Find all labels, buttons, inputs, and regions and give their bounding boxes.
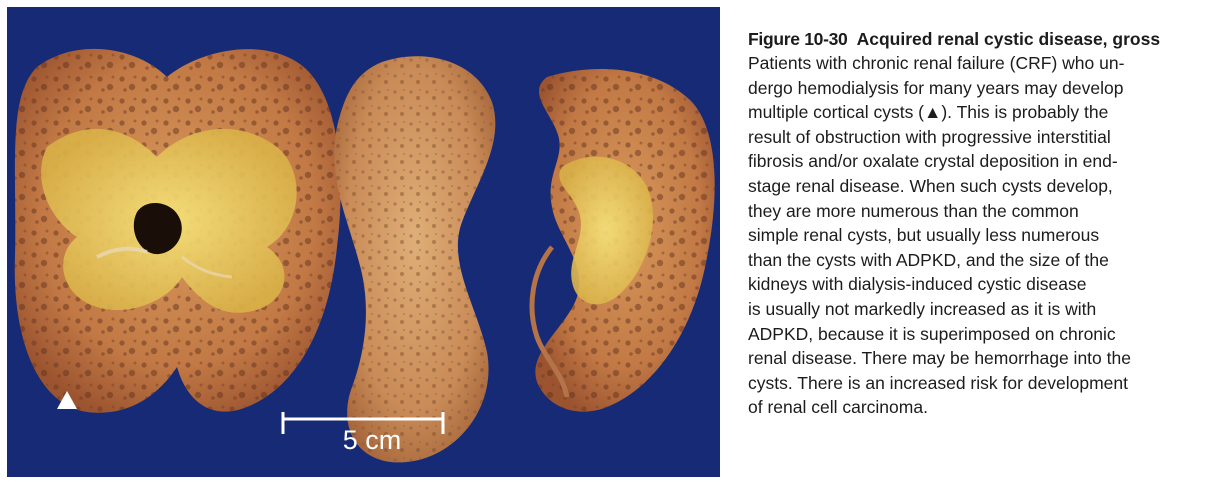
caption-line: renal disease. There may be hemorrhage i…	[748, 348, 1131, 369]
caption-line: kidneys with dialysis-induced cystic dis…	[748, 274, 1087, 295]
figure-caption: Figure 10-30 Acquired renal cystic disea…	[748, 28, 1204, 420]
caption-line: of renal cell carcinoma.	[748, 397, 928, 418]
scale-bar-label: 5 cm	[342, 425, 402, 455]
caption-line: fibrosis and/or oxalate crystal depositi…	[748, 151, 1118, 172]
caption-line: stage renal disease. When such cysts dev…	[748, 175, 1113, 196]
middle-kidney	[334, 56, 496, 463]
caption-line: simple renal cysts, but usually less num…	[748, 225, 1100, 246]
caption-line: multiple cortical cysts (▲). This is pro…	[748, 102, 1109, 123]
figure-number: Figure 10-30	[748, 29, 848, 49]
caption-line: cysts. There is an increased risk for de…	[748, 372, 1128, 393]
caption-line: dergo hemodialysis for many years may de…	[748, 77, 1124, 98]
caption-line: Patients with chronic renal failure (CRF…	[748, 53, 1125, 73]
caption-line: result of obstruction with progressive i…	[748, 126, 1111, 147]
scale-bar	[281, 412, 445, 434]
caption-line: than the cysts with ADPKD, and the size …	[748, 249, 1109, 270]
kidney-specimen-photo: 5 cm	[7, 7, 720, 477]
left-kidney	[14, 48, 341, 413]
caption-title: Figure 10-30 Acquired renal cystic disea…	[748, 28, 1204, 51]
triangle-marker-icon	[57, 391, 77, 409]
caption-line: they are more numerous than the common	[748, 200, 1079, 221]
caption-line: ADPKD, because it is superimposed on chr…	[748, 323, 1116, 344]
caption-body: Patients with chronic renal failure (CRF…	[748, 51, 1204, 420]
right-kidney	[529, 69, 715, 412]
figure-title: Acquired renal cystic disease, gross	[856, 29, 1161, 49]
caption-line: is usually not markedly increased as it …	[748, 298, 1097, 319]
kidney-illustration	[14, 48, 715, 463]
